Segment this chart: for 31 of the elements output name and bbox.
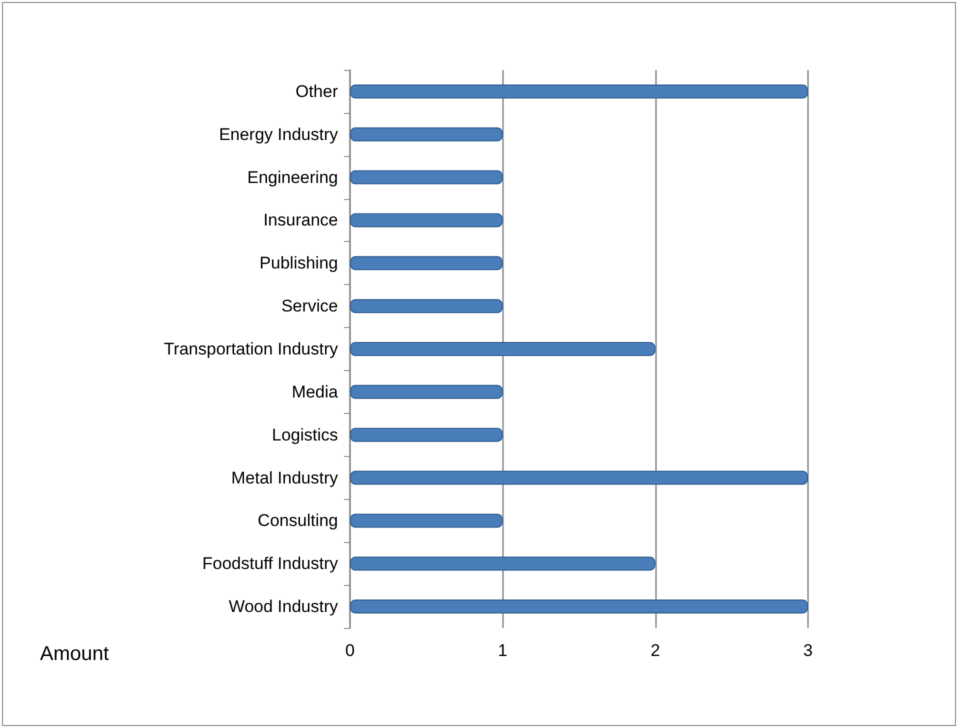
y-tick-label: Energy Industry [218,124,338,144]
bar [350,170,503,184]
bar [350,470,808,485]
bar [350,213,503,228]
y-tick-label: Logistics [272,425,338,444]
y-tick-label: Wood Industry [228,597,338,616]
bar [350,600,808,614]
y-tick-label: Metal Industry [231,468,338,488]
y-tick-label: Transportation Industry [164,340,338,358]
x-tick-label: 2 [650,641,660,660]
bar [350,556,656,571]
y-tick-label: Insurance [263,210,338,230]
y-tick-label: Consulting [258,511,338,530]
x-tick-label: 0 [345,641,355,660]
bar [350,256,503,270]
y-tick-label: Other [295,82,338,101]
x-tick-label: 1 [498,641,508,660]
y-tick-label: Publishing [260,254,338,273]
bar [350,342,656,356]
bar [350,84,808,98]
bar [350,384,503,399]
x-tick-label: 3 [803,641,813,660]
bar [350,428,503,442]
bar [350,299,503,314]
bar [350,514,503,528]
x-axis-title: Amount [40,643,110,665]
bar [350,127,503,142]
y-tick-label: Service [281,296,338,316]
y-tick-label: Engineering [247,168,338,187]
y-tick-label: Media [292,382,339,402]
y-tick-label: Foodstuff Industry [202,554,338,574]
